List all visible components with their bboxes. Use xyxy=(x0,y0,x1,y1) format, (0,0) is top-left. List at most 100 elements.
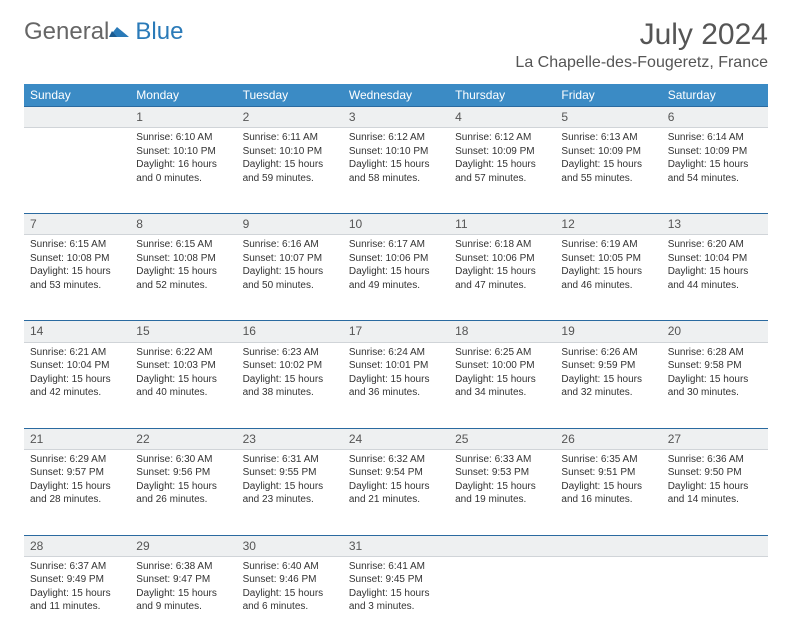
day-info-line: Sunset: 10:05 PM xyxy=(561,252,655,266)
brand-blue: Blue xyxy=(135,18,183,46)
day-content-cell: Sunrise: 6:26 AMSunset: 9:59 PMDaylight:… xyxy=(555,342,661,428)
day-info-line: Sunrise: 6:41 AM xyxy=(349,560,443,574)
day-info-line: Daylight: 15 hours xyxy=(136,480,230,494)
day-info-line: Sunset: 10:03 PM xyxy=(136,359,230,373)
day-number-cell: 2 xyxy=(237,107,343,128)
weekday-header: Sunday xyxy=(24,84,130,107)
day-number-cell: 26 xyxy=(555,428,661,449)
day-info-line: Sunset: 10:06 PM xyxy=(349,252,443,266)
day-info-line: Sunset: 9:54 PM xyxy=(349,466,443,480)
day-number-cell: 20 xyxy=(662,321,768,342)
day-content-cell: Sunrise: 6:29 AMSunset: 9:57 PMDaylight:… xyxy=(24,449,130,535)
day-content-cell: Sunrise: 6:24 AMSunset: 10:01 PMDaylight… xyxy=(343,342,449,428)
day-info-line: Sunrise: 6:23 AM xyxy=(243,346,337,360)
day-info-line: and 16 minutes. xyxy=(561,493,655,507)
day-info-line: Sunset: 10:00 PM xyxy=(455,359,549,373)
day-info-line: Sunrise: 6:36 AM xyxy=(668,453,762,467)
day-info-line: Sunset: 9:49 PM xyxy=(30,573,124,587)
day-content-cell: Sunrise: 6:15 AMSunset: 10:08 PMDaylight… xyxy=(24,235,130,321)
day-number-row: 123456 xyxy=(24,107,768,128)
day-info-line: Sunset: 10:04 PM xyxy=(668,252,762,266)
day-content-cell: Sunrise: 6:21 AMSunset: 10:04 PMDaylight… xyxy=(24,342,130,428)
day-info-line: Sunset: 9:51 PM xyxy=(561,466,655,480)
day-info-line: Sunrise: 6:19 AM xyxy=(561,238,655,252)
day-info-line: Sunset: 10:10 PM xyxy=(243,145,337,159)
day-content-cell: Sunrise: 6:19 AMSunset: 10:05 PMDaylight… xyxy=(555,235,661,321)
day-content-cell: Sunrise: 6:13 AMSunset: 10:09 PMDaylight… xyxy=(555,128,661,214)
day-info-line: and 50 minutes. xyxy=(243,279,337,293)
day-info-line: Sunrise: 6:33 AM xyxy=(455,453,549,467)
day-info-line: and 38 minutes. xyxy=(243,386,337,400)
day-number-cell: 14 xyxy=(24,321,130,342)
day-number-row: 21222324252627 xyxy=(24,428,768,449)
day-number-row: 78910111213 xyxy=(24,214,768,235)
day-number-cell: 12 xyxy=(555,214,661,235)
day-info-line: Daylight: 15 hours xyxy=(455,480,549,494)
day-info-line: Sunrise: 6:13 AM xyxy=(561,131,655,145)
day-info-line: Sunset: 9:50 PM xyxy=(668,466,762,480)
day-info-line: and 0 minutes. xyxy=(136,172,230,186)
day-info-line: and 30 minutes. xyxy=(668,386,762,400)
day-number-cell: 18 xyxy=(449,321,555,342)
day-info-line: and 55 minutes. xyxy=(561,172,655,186)
day-content-cell: Sunrise: 6:23 AMSunset: 10:02 PMDaylight… xyxy=(237,342,343,428)
day-number-row: 14151617181920 xyxy=(24,321,768,342)
day-number-cell: 22 xyxy=(130,428,236,449)
day-content-row: Sunrise: 6:15 AMSunset: 10:08 PMDaylight… xyxy=(24,235,768,321)
day-info-line: and 42 minutes. xyxy=(30,386,124,400)
day-content-cell xyxy=(662,556,768,642)
day-info-line: Daylight: 15 hours xyxy=(349,158,443,172)
day-content-cell: Sunrise: 6:36 AMSunset: 9:50 PMDaylight:… xyxy=(662,449,768,535)
day-content-cell xyxy=(24,128,130,214)
day-info-line: Daylight: 15 hours xyxy=(455,265,549,279)
weekday-header: Thursday xyxy=(449,84,555,107)
day-info-line: Sunset: 10:01 PM xyxy=(349,359,443,373)
day-info-line: Sunset: 9:53 PM xyxy=(455,466,549,480)
day-number-cell: 21 xyxy=(24,428,130,449)
day-info-line: Sunset: 9:56 PM xyxy=(136,466,230,480)
brand-logo: General Blue xyxy=(24,18,183,46)
day-info-line: Daylight: 15 hours xyxy=(561,373,655,387)
day-info-line: Sunset: 10:10 PM xyxy=(349,145,443,159)
brand-general: General xyxy=(24,18,109,46)
day-info-line: Daylight: 15 hours xyxy=(243,587,337,601)
header: General Blue July 2024 La Chapelle-des-F… xyxy=(24,18,768,72)
day-info-line: Sunrise: 6:12 AM xyxy=(455,131,549,145)
day-content-cell: Sunrise: 6:11 AMSunset: 10:10 PMDaylight… xyxy=(237,128,343,214)
day-info-line: Sunrise: 6:25 AM xyxy=(455,346,549,360)
day-info-line: Sunset: 10:08 PM xyxy=(30,252,124,266)
day-content-cell: Sunrise: 6:31 AMSunset: 9:55 PMDaylight:… xyxy=(237,449,343,535)
day-number-cell: 17 xyxy=(343,321,449,342)
day-info-line: Sunset: 9:45 PM xyxy=(349,573,443,587)
day-number-cell xyxy=(555,535,661,556)
day-info-line: Sunrise: 6:38 AM xyxy=(136,560,230,574)
day-number-cell xyxy=(24,107,130,128)
day-info-line: Sunset: 10:08 PM xyxy=(136,252,230,266)
day-content-cell: Sunrise: 6:17 AMSunset: 10:06 PMDaylight… xyxy=(343,235,449,321)
day-content-cell: Sunrise: 6:20 AMSunset: 10:04 PMDaylight… xyxy=(662,235,768,321)
day-info-line: and 19 minutes. xyxy=(455,493,549,507)
day-info-line: Sunset: 10:06 PM xyxy=(455,252,549,266)
day-info-line: Daylight: 15 hours xyxy=(136,265,230,279)
day-number-cell: 23 xyxy=(237,428,343,449)
day-number-cell: 27 xyxy=(662,428,768,449)
day-content-cell: Sunrise: 6:18 AMSunset: 10:06 PMDaylight… xyxy=(449,235,555,321)
day-content-cell: Sunrise: 6:28 AMSunset: 9:58 PMDaylight:… xyxy=(662,342,768,428)
day-info-line: and 40 minutes. xyxy=(136,386,230,400)
day-info-line: Sunset: 10:09 PM xyxy=(668,145,762,159)
day-info-line: Daylight: 15 hours xyxy=(561,480,655,494)
day-content-row: Sunrise: 6:10 AMSunset: 10:10 PMDaylight… xyxy=(24,128,768,214)
day-info-line: Daylight: 15 hours xyxy=(455,158,549,172)
day-info-line: Sunset: 10:09 PM xyxy=(561,145,655,159)
day-info-line: Sunset: 9:55 PM xyxy=(243,466,337,480)
day-number-cell: 9 xyxy=(237,214,343,235)
day-content-cell xyxy=(555,556,661,642)
brand-flag-icon xyxy=(109,18,131,46)
day-info-line: and 52 minutes. xyxy=(136,279,230,293)
day-number-cell: 6 xyxy=(662,107,768,128)
day-number-cell: 13 xyxy=(662,214,768,235)
day-info-line: Sunrise: 6:31 AM xyxy=(243,453,337,467)
day-info-line: Sunrise: 6:14 AM xyxy=(668,131,762,145)
day-info-line: and 53 minutes. xyxy=(30,279,124,293)
day-content-cell: Sunrise: 6:12 AMSunset: 10:09 PMDaylight… xyxy=(449,128,555,214)
